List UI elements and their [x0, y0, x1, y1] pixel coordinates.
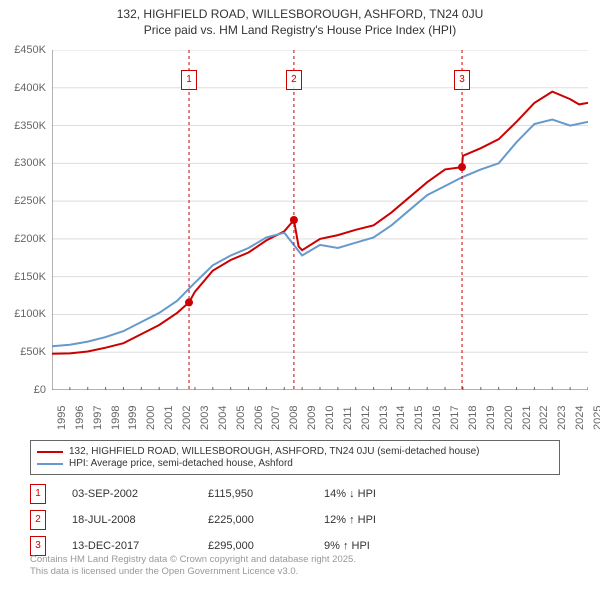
x-tick-label: 1999 — [127, 406, 139, 430]
x-tick-label: 2006 — [253, 406, 265, 430]
legend-swatch-hpi — [37, 463, 63, 465]
title-block: 132, HIGHFIELD ROAD, WILLESBOROUGH, ASHF… — [0, 0, 600, 38]
title-line2: Price paid vs. HM Land Registry's House … — [0, 22, 600, 38]
x-tick-label: 2004 — [217, 406, 229, 430]
x-tick-label: 2016 — [431, 406, 443, 430]
event-date: 18-JUL-2008 — [72, 514, 182, 526]
event-number-box: 1 — [30, 484, 46, 504]
x-tick-label: 2018 — [467, 406, 479, 430]
x-tick-label: 2002 — [181, 406, 193, 430]
y-tick-label: £300K — [14, 157, 46, 169]
x-tick-label: 2019 — [485, 406, 497, 430]
y-axis-labels: £0£50K£100K£150K£200K£250K£300K£350K£400… — [0, 50, 48, 390]
event-price: £115,950 — [208, 488, 298, 500]
event-date: 03-SEP-2002 — [72, 488, 182, 500]
event-diff: 14% ↓ HPI — [324, 488, 444, 500]
x-tick-label: 1996 — [74, 406, 86, 430]
y-tick-label: £400K — [14, 82, 46, 94]
x-tick-label: 2009 — [306, 406, 318, 430]
y-tick-label: £250K — [14, 195, 46, 207]
x-tick-label: 2014 — [395, 406, 407, 430]
x-tick-label: 1998 — [110, 406, 122, 430]
x-tick-label: 2020 — [503, 406, 515, 430]
x-tick-label: 2012 — [360, 406, 372, 430]
x-tick-label: 2007 — [270, 406, 282, 430]
footer-line2: This data is licensed under the Open Gov… — [30, 566, 356, 578]
footer-line1: Contains HM Land Registry data © Crown c… — [30, 554, 356, 566]
x-tick-label: 2023 — [556, 406, 568, 430]
y-tick-label: £350K — [14, 120, 46, 132]
legend-row: HPI: Average price, semi-detached house,… — [37, 458, 553, 469]
event-number-box: 3 — [30, 536, 46, 556]
x-tick-label: 1997 — [92, 406, 104, 430]
y-tick-label: £450K — [14, 44, 46, 56]
event-row: 2 18-JUL-2008 £225,000 12% ↑ HPI — [30, 510, 570, 530]
x-tick-label: 1995 — [56, 406, 68, 430]
legend-box: 132, HIGHFIELD ROAD, WILLESBOROUGH, ASHF… — [30, 440, 560, 475]
x-tick-label: 2022 — [538, 406, 550, 430]
x-tick-label: 2000 — [145, 406, 157, 430]
y-tick-label: £200K — [14, 233, 46, 245]
x-tick-label: 2017 — [449, 406, 461, 430]
event-row: 3 13-DEC-2017 £295,000 9% ↑ HPI — [30, 536, 570, 556]
x-tick-label: 2013 — [378, 406, 390, 430]
event-price: £295,000 — [208, 540, 298, 552]
x-tick-label: 2010 — [324, 406, 336, 430]
legend-label-hpi: HPI: Average price, semi-detached house,… — [69, 458, 293, 469]
title-line1: 132, HIGHFIELD ROAD, WILLESBOROUGH, ASHF… — [0, 6, 600, 22]
x-tick-label: 2011 — [342, 406, 354, 430]
x-tick-label: 2003 — [199, 406, 211, 430]
x-tick-label: 2015 — [413, 406, 425, 430]
event-price: £225,000 — [208, 514, 298, 526]
x-axis-labels: 1995 1996 1997 1998 1999 2000 2001 2002 2003 2004… — [52, 394, 588, 440]
legend-label-price: 132, HIGHFIELD ROAD, WILLESBOROUGH, ASHF… — [69, 446, 480, 457]
chart-container: 132, HIGHFIELD ROAD, WILLESBOROUGH, ASHF… — [0, 0, 600, 590]
event-diff: 12% ↑ HPI — [324, 514, 444, 526]
y-tick-label: £50K — [20, 346, 46, 358]
sale-marker-box: 3 — [454, 70, 470, 90]
x-tick-label: 2024 — [574, 406, 586, 430]
event-number-box: 2 — [30, 510, 46, 530]
chart-plot-area: 1 2 3 — [52, 50, 588, 390]
chart-svg — [52, 50, 588, 390]
events-table: 1 03-SEP-2002 £115,950 14% ↓ HPI 2 18-JUL-200… — [30, 484, 570, 562]
legend-swatch-price — [37, 451, 63, 453]
y-tick-label: £100K — [14, 308, 46, 320]
y-tick-label: £0 — [34, 384, 46, 396]
event-diff: 9% ↑ HPI — [324, 540, 444, 552]
sale-marker-box: 2 — [286, 70, 302, 90]
x-tick-label: 2005 — [235, 406, 247, 430]
x-tick-label: 2025 — [592, 406, 600, 430]
footer-attribution: Contains HM Land Registry data © Crown c… — [30, 554, 356, 579]
x-tick-label: 2001 — [163, 406, 175, 430]
event-date: 13-DEC-2017 — [72, 540, 182, 552]
y-tick-label: £150K — [14, 271, 46, 283]
x-tick-label: 2008 — [288, 406, 300, 430]
x-tick-label: 2021 — [521, 406, 533, 430]
legend-row: 132, HIGHFIELD ROAD, WILLESBOROUGH, ASHF… — [37, 446, 553, 457]
event-row: 1 03-SEP-2002 £115,950 14% ↓ HPI — [30, 484, 570, 504]
sale-marker-box: 1 — [181, 70, 197, 90]
